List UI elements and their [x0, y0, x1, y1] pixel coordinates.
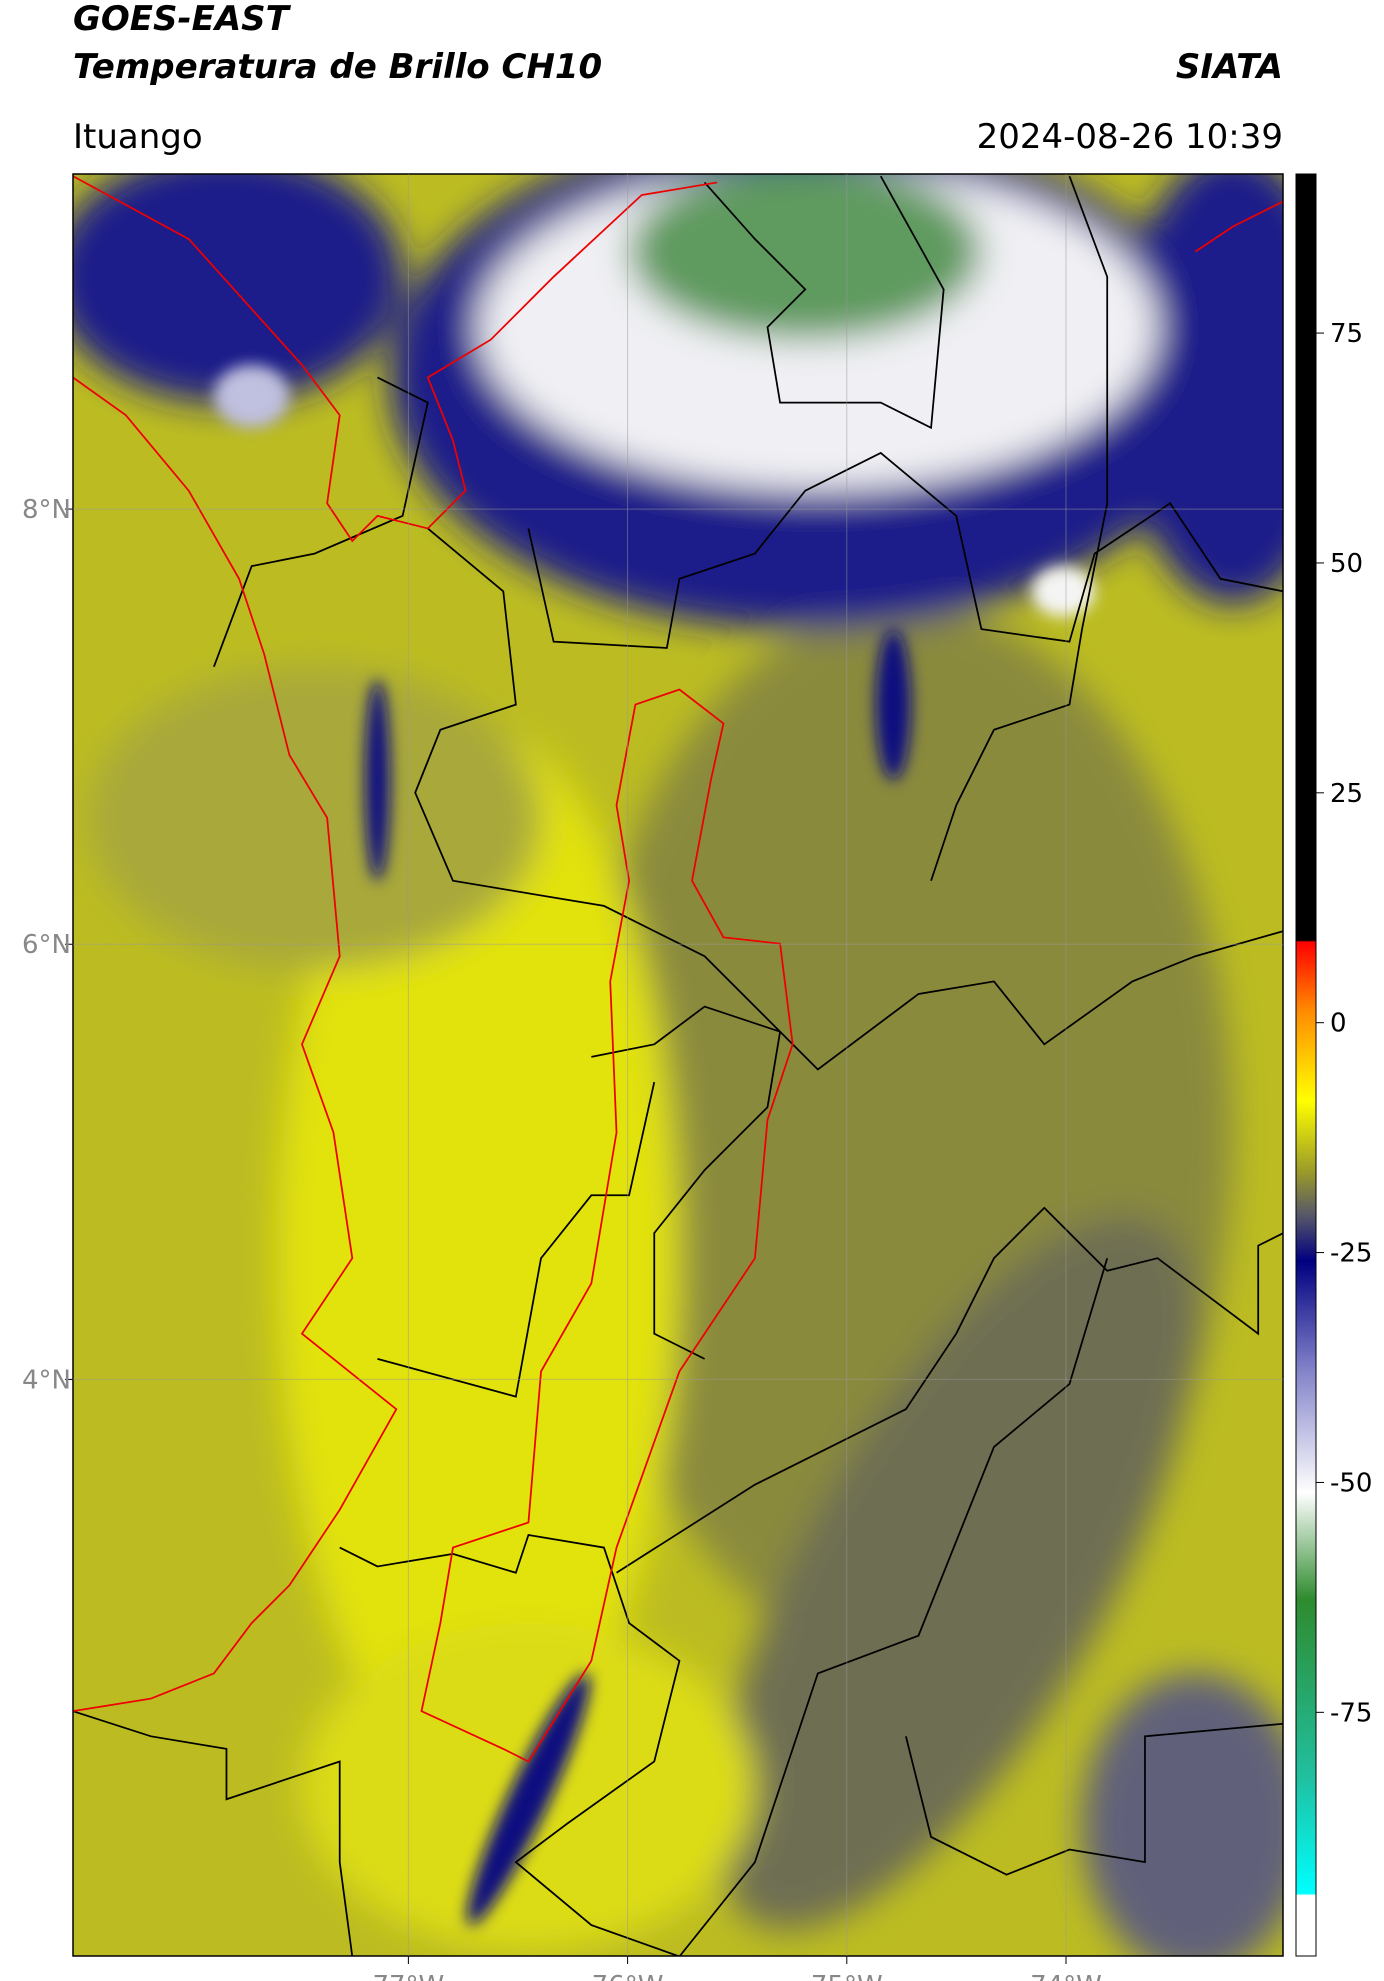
- subtitle: Temperatura de Brillo CH10: [73, 47, 602, 87]
- datetime: 2024-08-26 10:39: [977, 117, 1283, 157]
- map-frame: [72, 173, 1284, 1957]
- y-tick-label: 8°N: [22, 495, 71, 525]
- location: Ituango: [73, 117, 203, 157]
- satellite-image: [72, 173, 1284, 1957]
- y-tick-label: 4°N: [22, 1365, 71, 1395]
- title: GOES-EAST: [73, 0, 292, 39]
- colorbar-tick-label: 0: [1330, 1009, 1347, 1039]
- colorbar-tick-label: -75: [1330, 1698, 1372, 1728]
- colorbar-tick-label: 25: [1330, 779, 1363, 809]
- x-tick-label: 75°W: [811, 1971, 883, 1981]
- x-tick-label: 74°W: [1030, 1971, 1102, 1981]
- colorbar-tick-label: 75: [1330, 319, 1363, 349]
- y-tick-label: 6°N: [22, 930, 71, 960]
- x-tick-label: 77°W: [372, 1971, 444, 1981]
- brand: SIATA: [1176, 47, 1283, 87]
- colorbar-tick-label: 50: [1330, 549, 1363, 579]
- x-tick-label: 76°W: [592, 1971, 664, 1981]
- colorbar-tick-label: -50: [1330, 1468, 1372, 1498]
- colorbar-tick-label: -25: [1330, 1239, 1372, 1269]
- colorbar: [1295, 173, 1317, 1957]
